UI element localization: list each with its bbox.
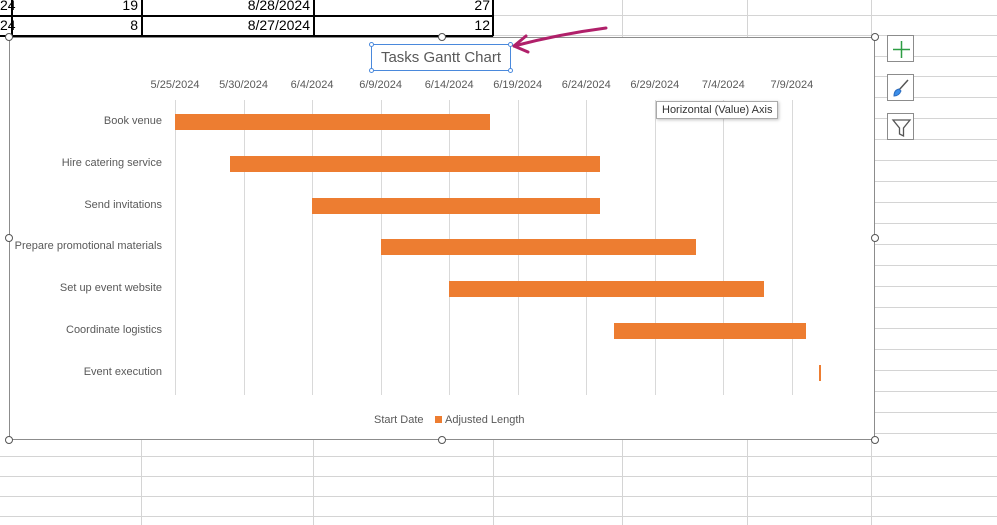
row-divider xyxy=(875,370,997,371)
y-category-label[interactable]: Send invitations xyxy=(84,198,162,211)
table-cell[interactable]: 8/27/2024 xyxy=(247,17,310,33)
chart-resize-handle[interactable] xyxy=(5,33,13,41)
table-cell[interactable]: 19 xyxy=(122,0,138,13)
x-tick-label[interactable]: 6/24/2024 xyxy=(561,79,611,91)
x-tick-label[interactable]: 5/30/2024 xyxy=(219,79,268,91)
table-cell[interactable]: 8/28/2024 xyxy=(247,0,310,13)
row-divider xyxy=(875,244,997,245)
y-category-label[interactable]: Prepare promotional materials xyxy=(14,240,162,253)
table-border xyxy=(141,0,143,36)
chart-elements-button[interactable] xyxy=(887,35,914,62)
row-divider xyxy=(0,35,997,36)
chart-resize-handle[interactable] xyxy=(5,234,13,242)
axis-tooltip: Horizontal (Value) Axis xyxy=(656,101,779,119)
row-divider xyxy=(875,349,997,350)
x-tick-label[interactable]: 6/14/2024 xyxy=(424,79,474,91)
row-divider xyxy=(875,118,997,119)
row-divider xyxy=(875,97,997,98)
title-resize-handle[interactable] xyxy=(508,68,513,73)
chart-resize-handle[interactable] xyxy=(438,436,446,444)
title-resize-handle[interactable] xyxy=(369,68,374,73)
gridline xyxy=(312,100,313,395)
gantt-bar[interactable] xyxy=(229,155,600,172)
y-category-label[interactable]: Event execution xyxy=(83,365,162,378)
table-border xyxy=(11,0,13,36)
gantt-bar[interactable] xyxy=(312,197,600,214)
chart-styles-icon xyxy=(893,79,909,97)
row-divider xyxy=(0,476,997,477)
y-category-label[interactable]: Book venue xyxy=(103,115,162,127)
chart-filters-button[interactable] xyxy=(887,113,914,140)
legend-label: Adjusted Length xyxy=(445,414,525,426)
row-divider xyxy=(875,328,997,329)
table-border xyxy=(313,0,315,36)
legend-item-adjusted-length[interactable]: Adjusted Length xyxy=(435,414,525,426)
title-resize-handle[interactable] xyxy=(369,42,374,47)
chart-resize-handle[interactable] xyxy=(871,436,879,444)
row-divider xyxy=(875,181,997,182)
chart-title[interactable]: Tasks Gantt Chart xyxy=(371,44,511,71)
gantt-bar[interactable] xyxy=(819,364,822,381)
gridline xyxy=(244,100,245,395)
gridline xyxy=(723,100,724,395)
gantt-bar[interactable] xyxy=(613,323,806,339)
chart-elements-icon xyxy=(893,41,910,58)
table-cell[interactable]: 12 xyxy=(474,17,490,33)
row-divider xyxy=(875,160,997,161)
row-divider xyxy=(875,307,997,308)
row-divider xyxy=(875,76,997,77)
row-divider xyxy=(875,433,997,434)
table-border xyxy=(0,35,493,37)
y-category-label[interactable]: Set up event website xyxy=(59,282,162,295)
row-divider xyxy=(875,265,997,266)
table-cell[interactable]: 27 xyxy=(474,0,490,13)
title-resize-handle[interactable] xyxy=(508,42,513,47)
chart-resize-handle[interactable] xyxy=(871,33,879,41)
gantt-bar[interactable] xyxy=(449,281,765,298)
row-divider xyxy=(0,456,997,457)
y-category-label[interactable]: Coordinate logistics xyxy=(66,324,162,336)
row-divider xyxy=(0,15,997,16)
x-tick-label[interactable]: 7/4/2024 xyxy=(701,79,745,91)
row-divider xyxy=(875,412,997,413)
x-tick-label[interactable]: 6/4/2024 xyxy=(290,79,334,91)
row-divider xyxy=(875,56,997,57)
x-tick-label[interactable]: 6/9/2024 xyxy=(359,79,403,91)
table-cell[interactable]: 24 xyxy=(0,0,16,13)
gantt-bar[interactable] xyxy=(175,114,491,130)
chart-resize-handle[interactable] xyxy=(871,234,879,242)
x-tick-label[interactable]: 5/25/2024 xyxy=(150,79,200,91)
legend-item-start-date[interactable]: Start Date xyxy=(374,414,424,426)
y-category-label[interactable]: Hire catering service xyxy=(61,156,162,169)
chart-styles-button[interactable] xyxy=(887,74,914,101)
gridline xyxy=(175,100,176,395)
table-cell[interactable]: 8 xyxy=(130,17,138,33)
row-divider xyxy=(875,223,997,224)
row-divider xyxy=(0,496,997,497)
gridline xyxy=(792,100,793,395)
table-cell[interactable]: 24 xyxy=(0,17,16,33)
legend-swatch xyxy=(435,416,442,423)
row-divider xyxy=(0,516,997,517)
chart-resize-handle[interactable] xyxy=(5,436,13,444)
x-tick-label[interactable]: 6/19/2024 xyxy=(493,79,543,91)
row-divider xyxy=(875,391,997,392)
chart-filters-icon xyxy=(891,119,912,138)
x-tick-label[interactable]: 7/9/2024 xyxy=(770,79,814,91)
table-border xyxy=(492,0,494,36)
table-border xyxy=(0,15,493,17)
row-divider xyxy=(875,139,997,140)
x-tick-label[interactable]: 6/29/2024 xyxy=(630,79,680,91)
annotation-arrow-icon xyxy=(512,26,608,54)
gantt-bar[interactable] xyxy=(380,239,696,256)
chart-resize-handle[interactable] xyxy=(438,33,446,41)
row-divider xyxy=(875,286,997,287)
row-divider xyxy=(875,202,997,203)
